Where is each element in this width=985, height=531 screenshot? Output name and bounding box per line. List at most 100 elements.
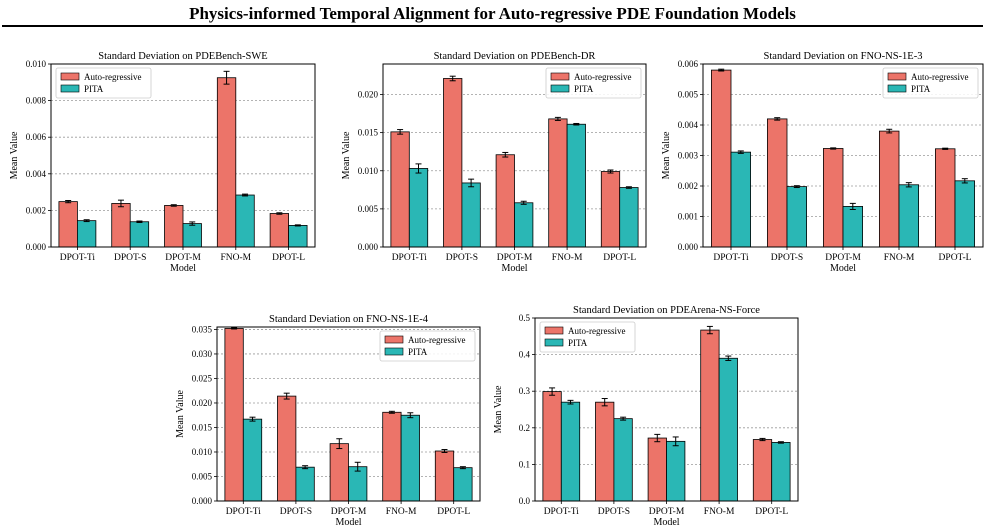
bar-auto-regressive <box>934 148 956 248</box>
plot-frame <box>50 63 316 248</box>
plot-frame <box>702 63 984 248</box>
legend-label: PITA <box>408 347 428 357</box>
bar-auto-regressive <box>329 443 349 502</box>
chart-fno-ns-1e-3: 0.000 0.001 0.002 0.003 0.004 0.005 0.006 DPOT-… <box>661 51 984 274</box>
x-tick-label: DPOT-M <box>165 253 201 263</box>
y-tick-label: 0.035 <box>192 324 213 334</box>
bar-auto-regressive <box>548 118 568 248</box>
y-tick-label: 0.020 <box>192 398 213 408</box>
chart-title: Standard Deviation on PDEBench-DR <box>434 51 596 62</box>
y-tick-label: 0.002 <box>678 181 698 191</box>
legend-swatch <box>544 338 564 347</box>
y-tick-label: 0.030 <box>192 349 213 359</box>
legend-label: Auto-regressive <box>84 72 141 82</box>
legend-label: Auto-regressive <box>568 326 625 336</box>
bar-pita <box>666 440 686 502</box>
bar-pita <box>842 206 864 248</box>
bar-auto-regressive <box>277 395 297 502</box>
bar-auto-regressive <box>700 329 720 502</box>
bar-pita <box>954 180 976 248</box>
y-tick-label: 0.000 <box>26 242 47 252</box>
x-tick-label: DPOT-M <box>497 253 533 263</box>
bar-auto-regressive <box>216 77 237 248</box>
chart-title: Standard Deviation on FNO-NS-1E-4 <box>269 314 429 325</box>
legend-box <box>539 321 636 353</box>
x-tick-label: DPOT-M <box>331 507 367 517</box>
x-tick-label: DPOT-S <box>114 253 146 263</box>
x-tick-label: DPOT-L <box>939 253 972 263</box>
y-tick-label: 0.015 <box>192 422 213 432</box>
y-axis-label: Mean Value <box>175 390 186 438</box>
bar-pita <box>514 202 534 248</box>
x-tick-label: DPOT-L <box>272 253 305 263</box>
y-axis-label: Mean Value <box>493 385 504 433</box>
legend-swatch <box>550 72 570 81</box>
bar-auto-regressive <box>443 78 463 248</box>
x-tick-label: DPOT-M <box>649 507 685 517</box>
legend-box <box>55 67 152 99</box>
y-tick-label: 0.2 <box>519 423 530 433</box>
bar-pita <box>295 466 315 502</box>
y-tick-label: 0.006 <box>26 132 47 142</box>
plot-frame <box>382 63 647 248</box>
y-tick-label: 0.008 <box>26 96 47 106</box>
x-tick-label: DPOT-Ti <box>544 507 580 517</box>
bar-pita <box>771 442 791 502</box>
bar-auto-regressive <box>752 439 773 502</box>
bar-pita <box>348 466 368 502</box>
bar-auto-regressive <box>711 69 732 248</box>
bar-auto-regressive <box>434 450 455 502</box>
legend-swatch <box>60 84 80 93</box>
legend-label: Auto-regressive <box>911 72 968 82</box>
bar-auto-regressive <box>164 205 184 248</box>
x-axis-label: Model <box>830 263 856 274</box>
legend-label: PITA <box>911 84 931 94</box>
x-axis-label: Model <box>653 517 679 528</box>
x-axis-label: Model <box>170 263 196 274</box>
bar-auto-regressive <box>390 131 410 248</box>
bar-auto-regressive <box>111 203 131 248</box>
legend-swatch <box>887 84 907 93</box>
chart-pdebench-swe: 0.000 0.002 0.004 0.006 0.008 0.010 DPOT-Ti DPO… <box>9 51 316 274</box>
legend-swatch <box>887 72 907 81</box>
y-tick-label: 0.005 <box>192 471 213 481</box>
y-tick-label: 0.003 <box>678 151 699 161</box>
x-tick-label: DPOT-L <box>437 507 470 517</box>
x-tick-label: DPOT-S <box>446 253 478 263</box>
bar-auto-regressive <box>269 213 289 248</box>
legend-swatch <box>550 84 570 93</box>
legend-box <box>545 67 642 99</box>
y-tick-label: 0.4 <box>519 350 531 360</box>
y-tick-label: 0.005 <box>358 204 379 214</box>
plot-frame <box>216 326 481 502</box>
y-tick-label: 0.001 <box>678 212 698 222</box>
y-tick-label: 0.005 <box>678 90 699 100</box>
legend-swatch <box>384 347 404 356</box>
x-tick-label: DPOT-Ti <box>60 253 96 263</box>
y-tick-label: 0.020 <box>358 90 379 100</box>
page-title: Physics-informed Temporal Alignment for … <box>189 4 796 23</box>
bar-pita <box>718 357 738 502</box>
x-axis-label: Model <box>501 263 527 274</box>
x-tick-label: FNO-M <box>704 507 735 517</box>
x-axis-label: Model <box>335 517 361 528</box>
x-tick-label: FNO-M <box>884 253 915 263</box>
legend-swatch <box>384 335 404 344</box>
bar-pita <box>619 187 639 248</box>
chart-title: Standard Deviation on FNO-NS-1E-3 <box>764 51 923 62</box>
bar-pita <box>242 418 263 502</box>
legend-swatch <box>60 72 80 81</box>
y-tick-label: 0.015 <box>358 128 379 138</box>
bar-pita <box>453 467 473 502</box>
bar-auto-regressive <box>224 328 244 502</box>
x-tick-label: DPOT-S <box>771 253 803 263</box>
x-tick-label: DPOT-Ti <box>226 507 262 517</box>
x-tick-label: FNO-M <box>552 253 583 263</box>
x-tick-label: DPOT-S <box>280 507 312 517</box>
title-divider <box>2 25 983 27</box>
bar-pita <box>408 168 429 248</box>
bar-auto-regressive <box>58 201 78 248</box>
y-axis-label: Mean Value <box>341 131 352 179</box>
y-tick-label: 0.004 <box>26 169 47 179</box>
bar-pita <box>182 223 202 248</box>
